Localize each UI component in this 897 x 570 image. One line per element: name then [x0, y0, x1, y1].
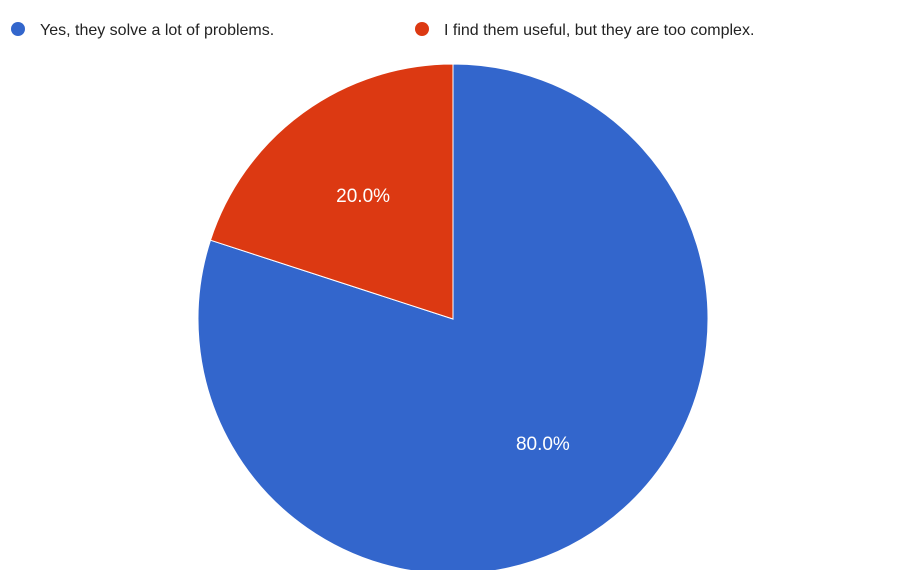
pie-slice-2[interactable] — [209, 63, 454, 320]
pie-slice-label-1: 80.0% — [516, 434, 570, 455]
legend-label-2[interactable]: I find them useful, but they are too com… — [444, 22, 754, 39]
legend-label-1[interactable]: Yes, they solve a lot of problems. — [40, 22, 274, 39]
pie-slice-labels: 80.0% 20.0% — [336, 186, 570, 455]
legend-marker-2 — [415, 22, 429, 36]
pie-slices — [197, 63, 709, 570]
chart-legend: Yes, they solve a lot of problems. I find… — [11, 22, 754, 39]
legend-marker-1 — [11, 22, 25, 36]
pie-slice-label-2: 20.0% — [336, 186, 390, 207]
pie-slice-1[interactable] — [197, 63, 709, 570]
